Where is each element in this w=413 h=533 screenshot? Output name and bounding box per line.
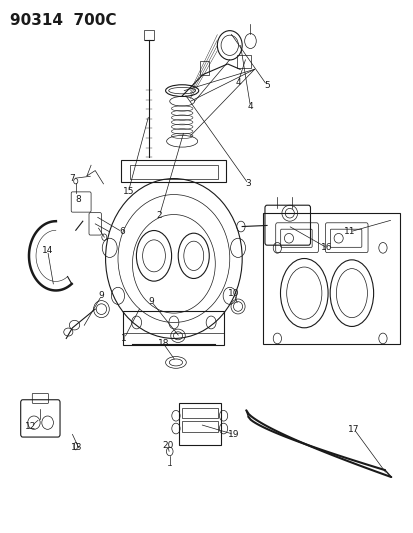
Text: 19: 19: [228, 430, 239, 439]
Text: 6: 6: [119, 228, 125, 236]
Text: 4: 4: [235, 78, 240, 87]
Text: 3: 3: [245, 180, 251, 188]
Text: 20: 20: [161, 441, 173, 449]
Bar: [262, 213, 399, 344]
Text: 8: 8: [76, 196, 81, 204]
Text: 90314  700C: 90314 700C: [10, 13, 116, 28]
Text: 2: 2: [156, 212, 162, 220]
Text: 5: 5: [263, 81, 269, 90]
Text: 9: 9: [148, 297, 154, 305]
Text: 7: 7: [69, 174, 75, 183]
Text: 11: 11: [343, 228, 355, 236]
Text: 12: 12: [25, 422, 37, 431]
Text: 4: 4: [247, 102, 253, 111]
Text: 1: 1: [121, 334, 127, 343]
Text: 14: 14: [42, 246, 53, 255]
Text: 9: 9: [98, 292, 104, 300]
Text: 10: 10: [228, 289, 239, 297]
Text: 16: 16: [320, 244, 332, 252]
Text: 15: 15: [122, 188, 134, 196]
Bar: [144, 30, 154, 40]
Text: 17: 17: [347, 425, 359, 433]
Text: 18: 18: [157, 340, 169, 348]
Text: 13: 13: [71, 443, 82, 452]
